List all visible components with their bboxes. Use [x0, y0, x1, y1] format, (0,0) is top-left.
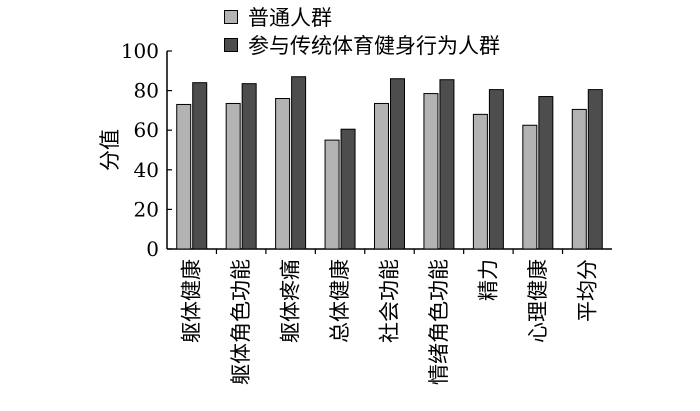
legend: 普通人群 参与传统体育健身行为人群 — [224, 4, 500, 60]
x-tick-label: 躯体角色功能 — [229, 259, 253, 385]
bar-series-2 — [241, 83, 257, 250]
y-ticks: 0 20 40 60 80 100 — [121, 39, 172, 261]
axes — [166, 51, 612, 250]
bar-series-2 — [291, 76, 307, 250]
bar-series-2 — [587, 89, 603, 250]
legend-item-series-1: 普通人群 — [224, 4, 500, 30]
legend-swatch-series-1 — [224, 10, 238, 24]
y-axis-label: 分值 — [98, 129, 122, 171]
x-tick-label: 总体健康 — [328, 259, 352, 343]
bar-series-1 — [423, 93, 439, 250]
y-tick-label: 80 — [134, 79, 159, 103]
y-tick-label: 0 — [146, 237, 159, 261]
x-tick-label: 社会功能 — [378, 259, 402, 343]
y-tick-label: 60 — [134, 118, 159, 142]
bar-series-2 — [488, 89, 504, 250]
x-tick-label: 精力 — [476, 259, 500, 301]
bar-series-1 — [225, 102, 241, 250]
bar-series-1 — [324, 139, 340, 250]
bar-series-2 — [192, 82, 208, 250]
bar-series-1 — [472, 113, 488, 250]
y-tick-label: 40 — [134, 158, 159, 182]
bar-series-1 — [176, 103, 192, 250]
y-tick-label: 100 — [121, 39, 159, 63]
legend-label-series-2: 参与传统体育健身行为人群 — [248, 34, 500, 58]
y-tick-label: 20 — [134, 197, 159, 221]
bar-series-1 — [522, 124, 538, 250]
bar-series-2 — [538, 96, 554, 250]
bar-series-2 — [439, 79, 455, 250]
bars — [176, 76, 603, 250]
x-tick-label: 平均分 — [575, 259, 599, 322]
bar-series-1 — [275, 98, 291, 250]
bar-series-2 — [390, 78, 405, 250]
bar-series-2 — [340, 128, 356, 250]
x-tick-label: 躯体疼痛 — [279, 259, 303, 343]
legend-item-series-2: 参与传统体育健身行为人群 — [224, 32, 500, 58]
legend-swatch-series-2 — [224, 38, 238, 52]
legend-label-series-1: 普通人群 — [248, 6, 332, 30]
bar-series-1 — [374, 102, 389, 250]
x-tick-label: 躯体健康 — [180, 259, 204, 343]
x-ticks: 躯体健康 躯体角色功能 躯体疼痛 总体健康 社会功能 情绪角色功能 精力 心理健康 平均分 — [180, 249, 599, 385]
x-tick-label: 心理健康 — [526, 259, 550, 343]
x-tick-label: 情绪角色功能 — [427, 259, 451, 385]
bar-series-1 — [571, 108, 587, 250]
